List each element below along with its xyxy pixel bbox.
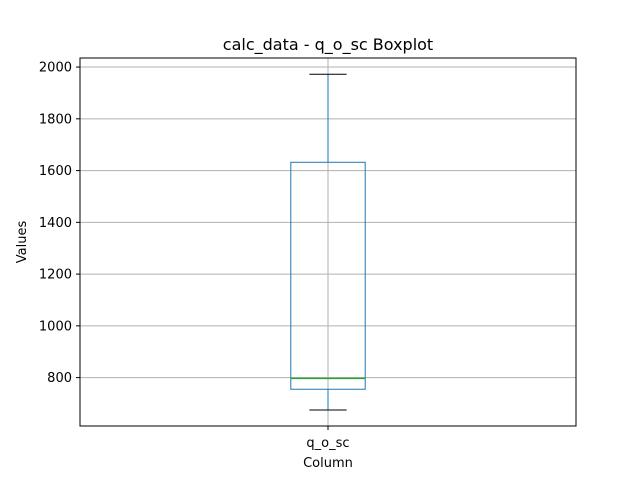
chart-title: calc_data - q_o_sc Boxplot (223, 35, 433, 55)
x-axis-ticks: q_o_sc (306, 426, 350, 451)
y-axis-ticks: 800 1000 1200 1400 1600 1800 2000 (39, 61, 80, 386)
iqr-box (290, 161, 366, 390)
y-axis-title: Values (15, 221, 30, 264)
y-tick-label: 1800 (39, 112, 72, 127)
y-tick-label: 1000 (39, 319, 72, 334)
y-tick-label: 1400 (39, 216, 72, 231)
x-axis-title: Column (303, 456, 353, 471)
y-tick-label: 1600 (39, 164, 72, 179)
y-tick-label: 2000 (39, 61, 72, 76)
box-layer (290, 73, 366, 411)
y-tick-label: 1200 (39, 268, 72, 283)
y-tick-label: 800 (47, 371, 72, 386)
x-tick-label: q_o_sc (306, 436, 349, 451)
